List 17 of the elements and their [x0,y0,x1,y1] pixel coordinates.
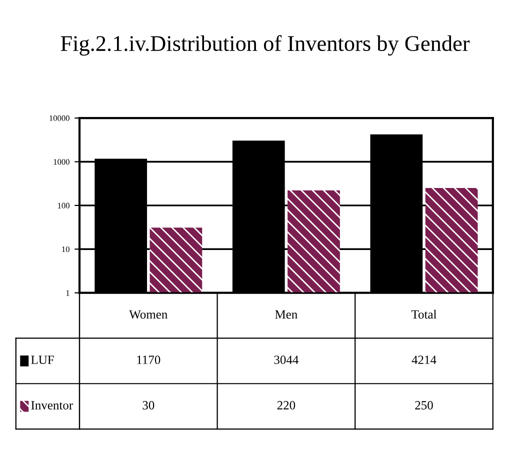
legend-label: LUF [31,356,54,364]
data-label: 1170 [137,356,160,364]
data-label: 220 [277,401,296,410]
y-tick-label: 100 [58,202,70,208]
x-tick-label: Women [129,310,168,319]
x-tick-label: Men [275,310,298,319]
legend-label: Inventor [31,401,73,410]
y-tick-label: 10000 [50,115,70,122]
chart-title: Fig.2.1.iv.Distribution of Inventors by Gender [60,35,470,56]
y-tick-label: 10 [62,246,70,252]
data-label: 250 [415,401,433,410]
y-tick-label: 1000 [54,159,70,165]
data-label: 30 [142,401,154,410]
data-label: 3044 [274,356,299,364]
data-label: 4214 [412,356,436,364]
x-tick-label: Total [411,310,436,319]
y-tick-label: 1 [66,290,70,296]
